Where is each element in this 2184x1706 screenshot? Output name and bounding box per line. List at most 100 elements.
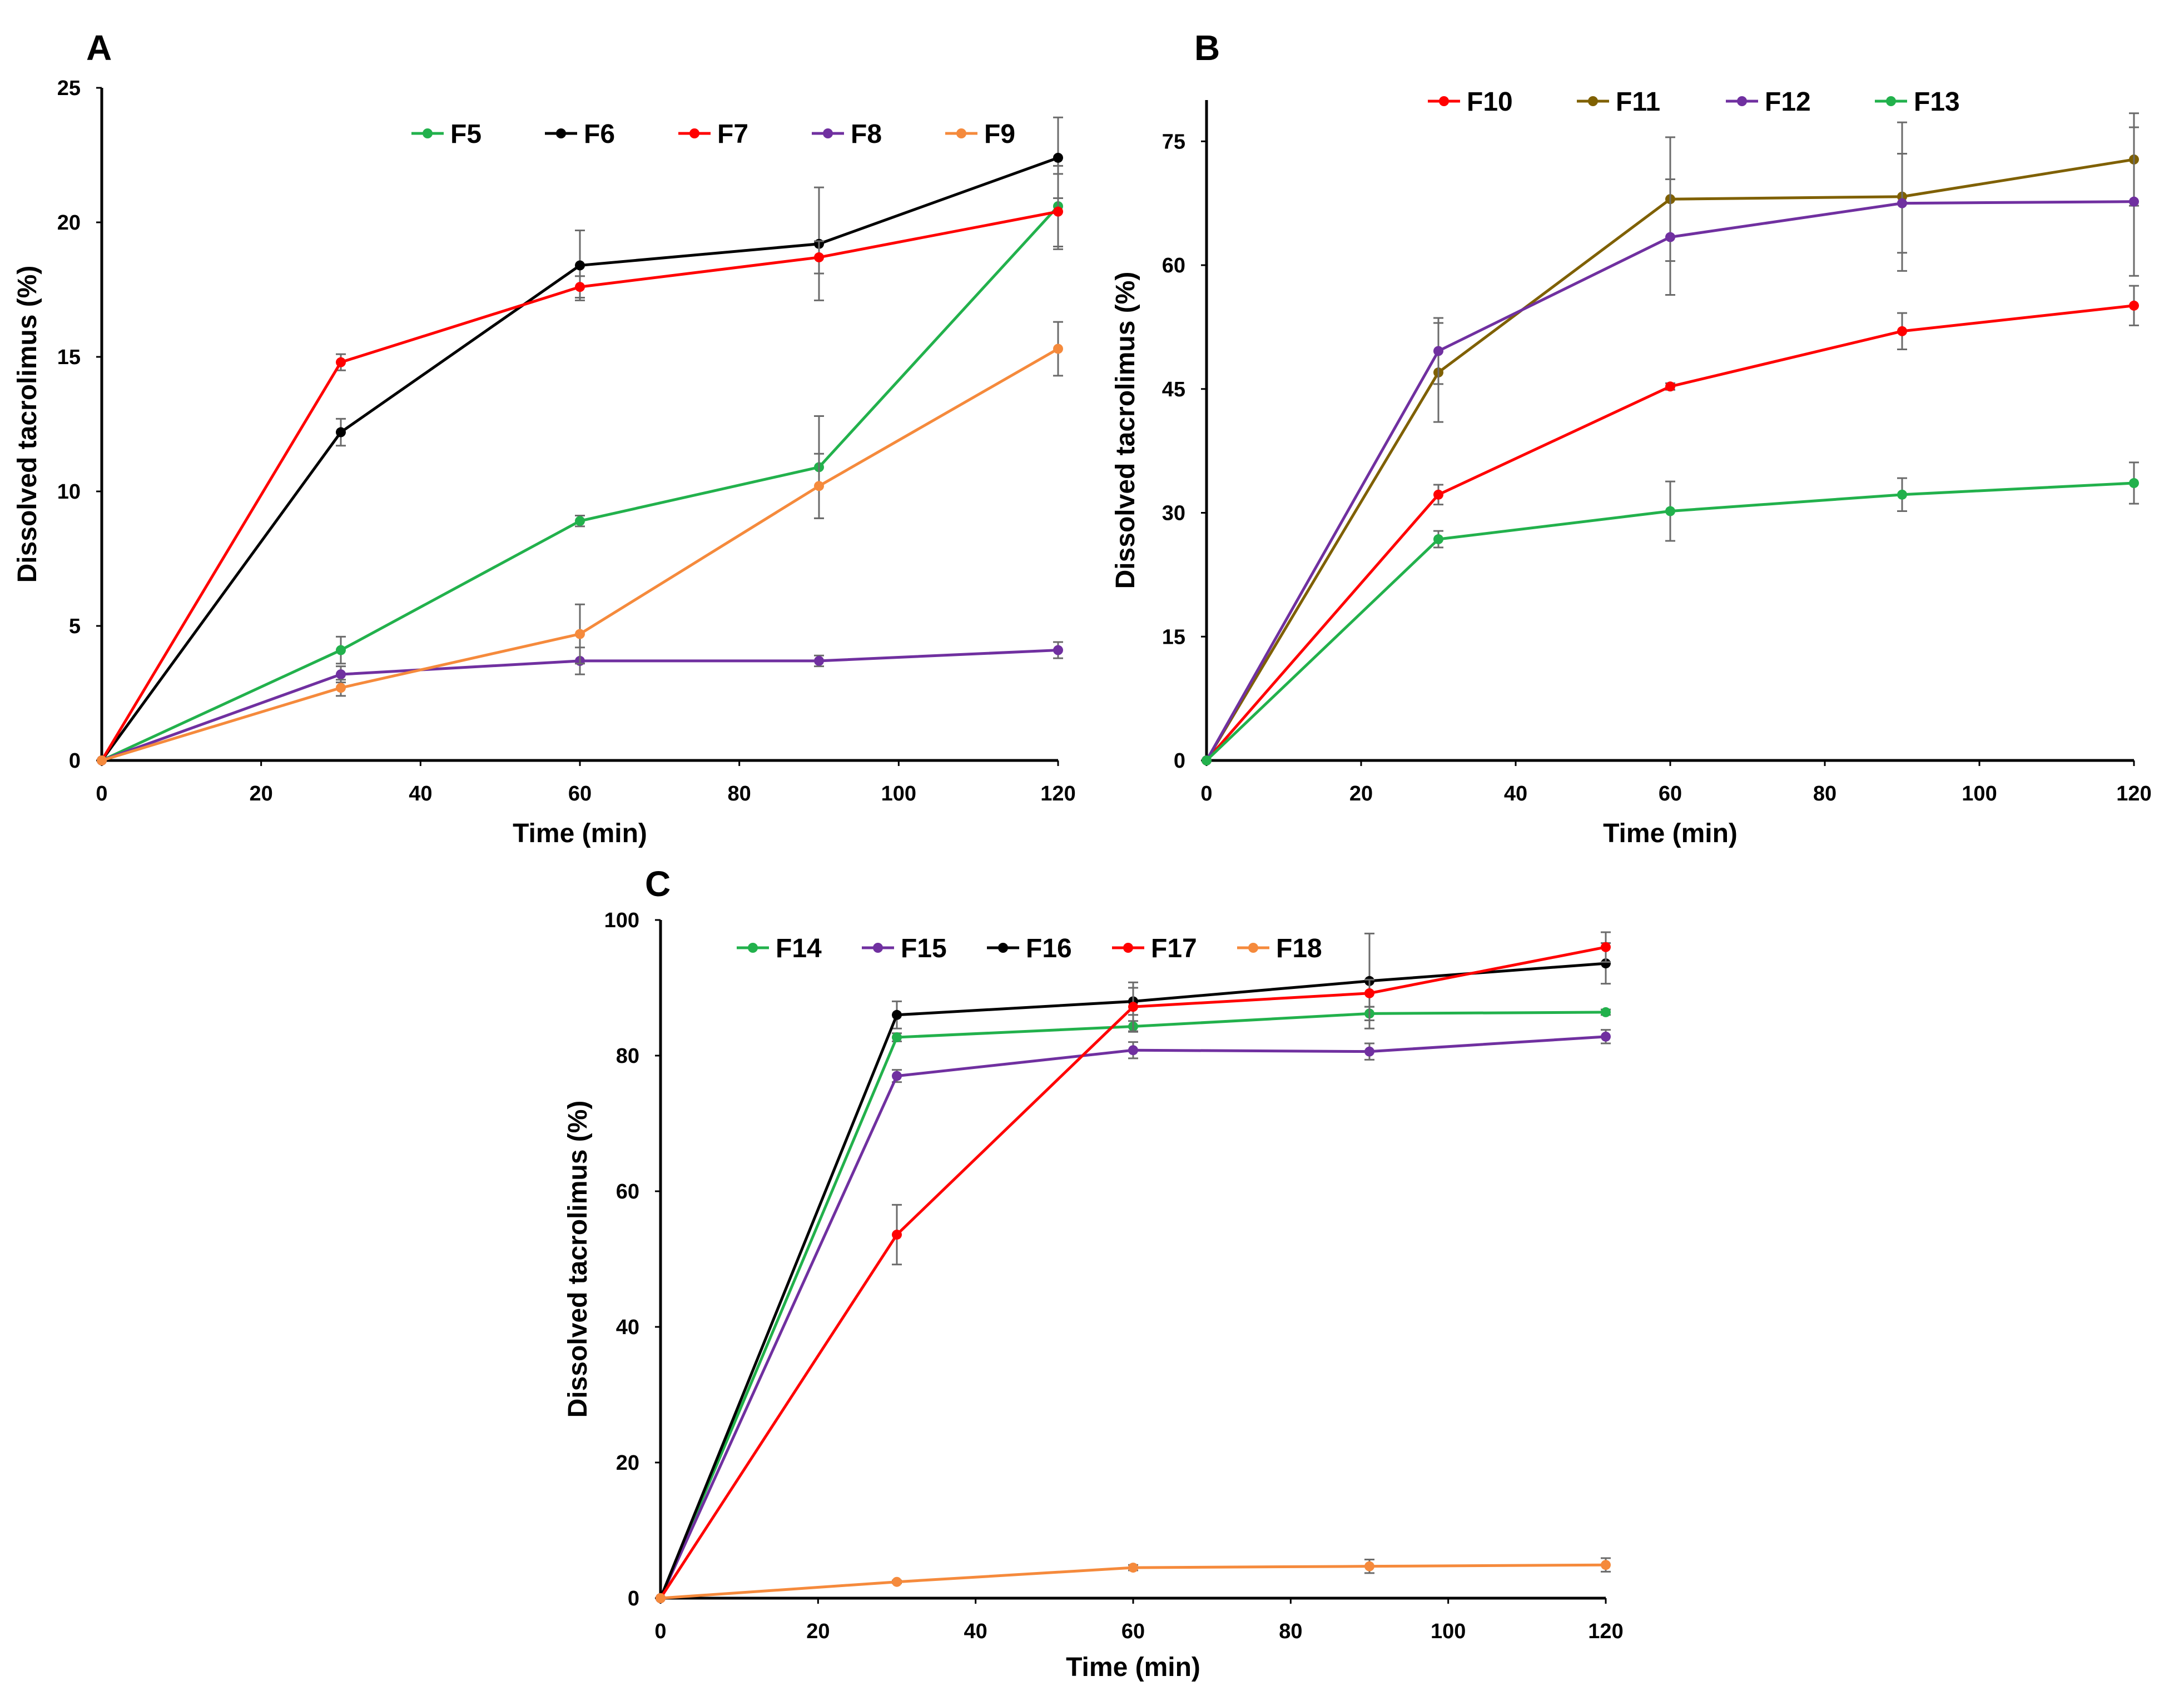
data-point	[1601, 942, 1611, 952]
data-point	[2129, 300, 2139, 311]
x-tick-label: 0	[96, 782, 107, 805]
legend-marker	[423, 128, 433, 138]
data-point	[575, 260, 585, 271]
data-point	[1364, 1046, 1374, 1057]
series-f12	[1202, 126, 2139, 765]
data-point	[892, 1071, 902, 1081]
series-f7	[97, 173, 1063, 765]
legend-label: F14	[776, 934, 822, 963]
panel-letter: C	[645, 864, 671, 904]
legend-label: F11	[1616, 87, 1660, 117]
x-tick-label: 80	[728, 782, 751, 805]
legend-item: F15	[862, 934, 947, 963]
y-tick-label: 15	[57, 346, 81, 369]
x-tick-label: 40	[964, 1620, 987, 1643]
legend-marker	[956, 128, 966, 138]
legend-marker	[1886, 96, 1896, 106]
legend-label: F18	[1276, 934, 1322, 963]
y-axis-title: Dissolved tacrolimus (%)	[1111, 272, 1140, 589]
x-tick-label: 20	[806, 1620, 830, 1643]
x-tick-label: 60	[1121, 1620, 1145, 1643]
x-axis-title: Time (min)	[513, 819, 647, 848]
data-point	[1601, 1007, 1611, 1017]
data-point	[1601, 958, 1611, 969]
x-tick-label: 100	[1962, 782, 1997, 805]
legend-item: F7	[678, 120, 748, 149]
legend-marker	[873, 943, 883, 953]
data-point	[656, 1593, 666, 1603]
data-point	[1364, 1561, 1374, 1571]
legend-marker	[1737, 96, 1747, 106]
legend-marker	[1248, 943, 1258, 953]
series-f9	[97, 321, 1063, 765]
legend-label: F17	[1151, 934, 1197, 963]
series-line	[659, 1011, 1606, 1599]
x-tick-label: 0	[1200, 782, 1212, 805]
series-f13	[1202, 461, 2139, 765]
data-point	[97, 755, 107, 765]
y-tick-label: 20	[616, 1451, 639, 1475]
legend-label: F8	[851, 120, 882, 149]
legend-item: F8	[812, 120, 882, 149]
y-tick-label: 80	[616, 1045, 639, 1068]
x-tick-label: 100	[1431, 1620, 1466, 1643]
legend-item: F17	[1112, 934, 1197, 963]
x-tick-label: 20	[1349, 782, 1373, 805]
legend-marker	[998, 943, 1008, 953]
y-tick-label: 15	[1162, 625, 1185, 649]
y-tick-label: 45	[1162, 378, 1185, 401]
data-point	[1897, 198, 1907, 208]
y-tick-label: 0	[1174, 749, 1185, 773]
panel-c: C 0 20 40 60 80 100 0 20 40 60 80 100 120 Time (min) Di…	[563, 864, 1624, 1682]
data-point	[575, 282, 585, 292]
data-point	[1053, 152, 1063, 163]
x-tick-label: 120	[1588, 1620, 1623, 1643]
data-point	[1433, 489, 1443, 500]
data-point	[336, 669, 346, 680]
legend-marker	[689, 128, 699, 138]
legend-item: F18	[1237, 934, 1322, 963]
data-point	[575, 629, 585, 639]
legend-marker	[1123, 943, 1133, 953]
data-point	[1053, 645, 1063, 655]
legend-marker	[823, 128, 833, 138]
panel-b: B 0 15 30 45 60 75 0 20 40 60 80 100 120 Time (min) Dis…	[1111, 28, 2152, 848]
x-tick-label: 60	[1659, 782, 1682, 805]
y-axis-title: Dissolved tacrolimus (%)	[13, 266, 42, 583]
data-point	[2129, 196, 2139, 207]
x-tick-label: 100	[881, 782, 916, 805]
data-point	[575, 516, 585, 526]
legend-marker	[1588, 96, 1598, 106]
data-point	[1897, 326, 1907, 336]
legend-marker	[748, 943, 758, 953]
data-point	[1053, 206, 1063, 217]
legend-item: F12	[1726, 87, 1811, 117]
y-tick-label: 30	[1162, 502, 1185, 525]
data-point	[892, 1009, 902, 1020]
data-point	[1128, 1563, 1138, 1573]
series-f10	[1202, 285, 2139, 765]
data-point	[814, 655, 824, 666]
x-tick-label: 120	[2116, 782, 2151, 805]
legend-label: F6	[584, 120, 615, 149]
data-point	[1665, 232, 1675, 242]
x-tick-label: 60	[568, 782, 592, 805]
series-line	[101, 347, 1059, 762]
data-point	[1433, 346, 1443, 356]
panel-letter: A	[86, 28, 112, 68]
data-point	[1128, 1045, 1138, 1056]
data-point	[1601, 1031, 1611, 1042]
y-tick-label: 75	[1162, 130, 1185, 153]
data-point	[1364, 988, 1374, 998]
legend-item: F9	[945, 120, 1015, 149]
data-point	[1053, 344, 1063, 354]
data-point	[892, 1230, 902, 1240]
y-axis-title: Dissolved tacrolimus (%)	[563, 1101, 593, 1418]
y-tick-label: 10	[57, 480, 81, 504]
legend-label: F7	[717, 120, 748, 149]
legend-label: F9	[984, 120, 1015, 149]
legend-item: F6	[545, 120, 615, 149]
y-tick-label: 100	[604, 909, 639, 932]
